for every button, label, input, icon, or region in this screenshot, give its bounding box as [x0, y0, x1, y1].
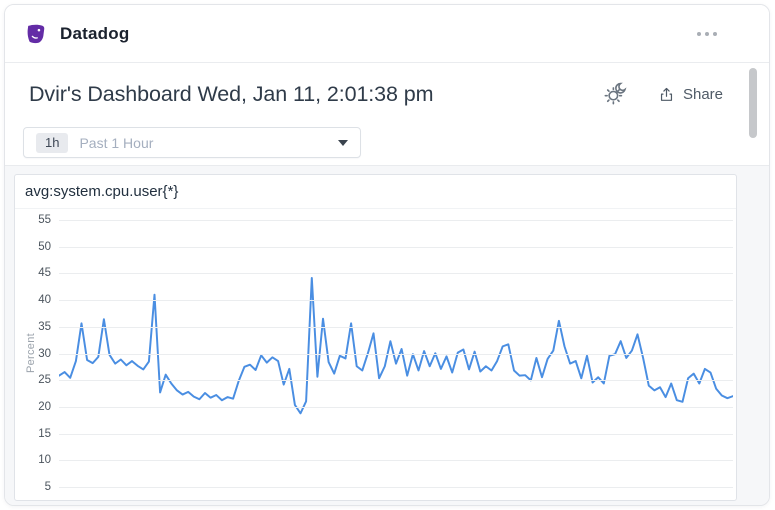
y-tick-label: 40: [38, 294, 51, 307]
y-tick-label: 10: [38, 454, 51, 467]
datadog-logo-icon: [27, 24, 45, 43]
sun-moon-icon: [604, 82, 627, 105]
gridline: [59, 246, 733, 248]
gridline: [59, 460, 733, 462]
vertical-scrollbar-thumb[interactable]: [749, 68, 757, 138]
cpu-line-chart: [59, 276, 733, 415]
y-tick-label: 45: [38, 267, 51, 280]
dashboard-card: Datadog Dvir's Dashboard Wed, Jan 11, 2:…: [4, 4, 770, 506]
app-header: Datadog: [5, 5, 769, 63]
gridline: [59, 380, 733, 382]
gridline: [59, 300, 733, 302]
gridline: [59, 487, 733, 488]
graph-panel: avg:system.cpu.user{*} Percent 55 50 45 40 3…: [14, 174, 737, 501]
gridline: [59, 326, 733, 328]
dashboard-actions: Share: [602, 81, 723, 107]
y-tick-label: 35: [38, 320, 51, 333]
plot-region: Percent 55 50 45 40 35 30 25 20 15 10 5: [15, 214, 733, 496]
caret-down-icon: [338, 139, 348, 146]
gridline: [59, 433, 733, 435]
upload-share-icon: [660, 87, 673, 101]
y-tick-label: 15: [38, 427, 51, 440]
app-name: Datadog: [60, 23, 130, 43]
theme-toggle-button[interactable]: [602, 81, 628, 107]
graph-query-title: avg:system.cpu.user{*}: [15, 175, 736, 209]
dashboard-header: Dvir's Dashboard Wed, Jan 11, 2:01:38 pm: [29, 75, 723, 113]
y-tick-label: 30: [38, 347, 51, 360]
y-tick-label: 5: [44, 481, 51, 493]
dashboard-canvas: avg:system.cpu.user{*} Percent 55 50 45 40 3…: [5, 165, 769, 505]
time-range-picker[interactable]: 1h Past 1 Hour: [23, 127, 361, 158]
gridline: [59, 353, 733, 355]
dashboard-title: Dvir's Dashboard Wed, Jan 11, 2:01:38 pm: [29, 81, 434, 106]
gridline: [59, 406, 733, 408]
share-button[interactable]: Share: [658, 86, 723, 103]
y-tick-label: 50: [38, 240, 51, 253]
y-tick-label: 25: [38, 374, 51, 387]
share-label: Share: [682, 85, 723, 103]
y-tick-label: 55: [38, 214, 51, 226]
y-tick-label: 20: [38, 400, 51, 413]
gridline: [59, 273, 733, 275]
plot-area[interactable]: [59, 214, 733, 496]
time-range-label: Past 1 Hour: [79, 134, 154, 151]
time-range-badge: 1h: [36, 132, 69, 153]
cpu-usage-series: [59, 276, 733, 415]
ellipsis-menu-icon[interactable]: [695, 26, 719, 42]
gridline: [59, 220, 733, 221]
